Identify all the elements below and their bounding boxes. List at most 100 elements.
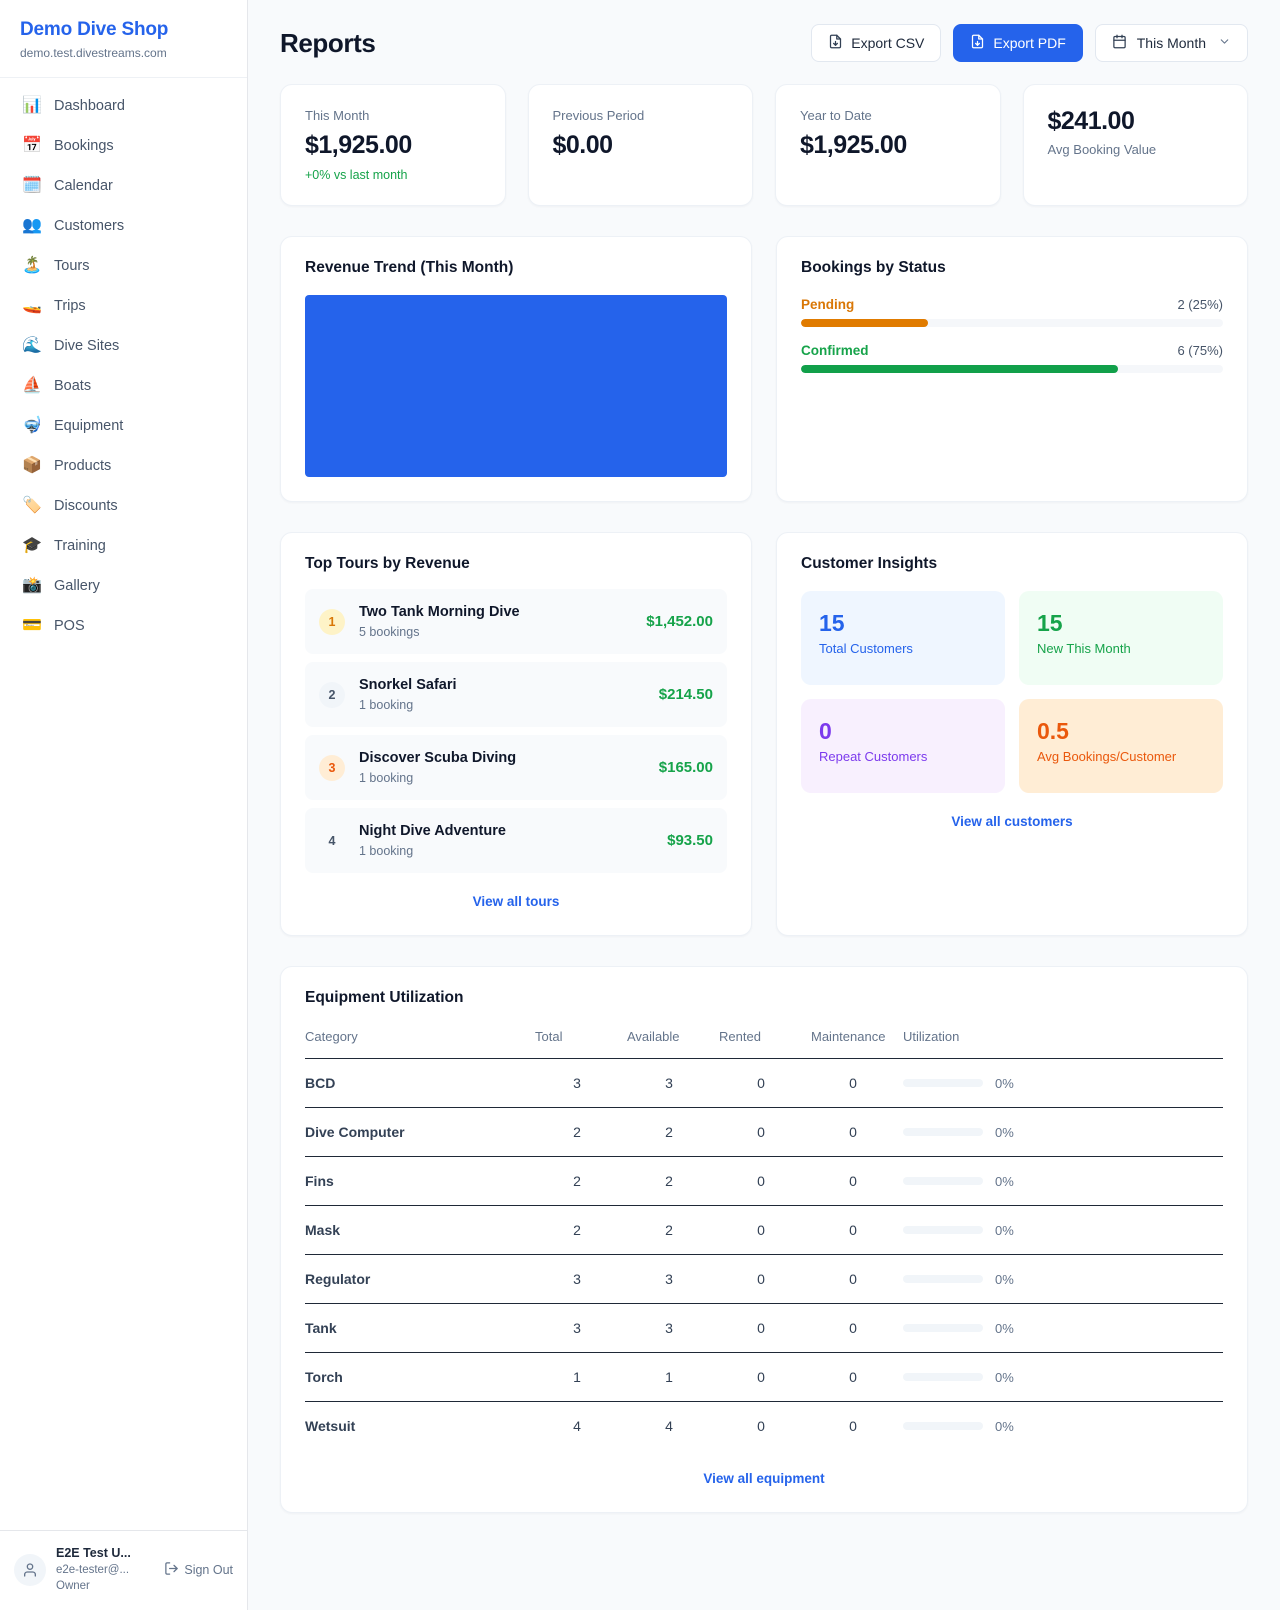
kpi-value: $0.00 xyxy=(552,131,614,159)
user-meta: E2E Test U... e2e-tester@... Owner xyxy=(56,1545,154,1594)
credit-card-icon: 💳 xyxy=(22,617,42,634)
utilization-track xyxy=(903,1422,983,1430)
sidebar-item-equipment[interactable]: 🤿 Equipment xyxy=(0,406,247,446)
export-csv-button[interactable]: Export CSV xyxy=(811,24,942,62)
utilization-track xyxy=(903,1373,983,1381)
bar-chart-icon: 📊 xyxy=(22,97,42,114)
utilization-track xyxy=(903,1128,983,1136)
tour-name: Discover Scuba Diving xyxy=(359,750,517,766)
kpi-label: Year to Date xyxy=(800,108,872,123)
sidebar-item-label: Trips xyxy=(54,298,86,314)
equipment-category: Dive Computer xyxy=(305,1107,535,1157)
revenue-trend-title: Revenue Trend (This Month) xyxy=(305,259,514,276)
utilization-cell: 0% xyxy=(903,1076,1215,1091)
tour-row[interactable]: 1 Two Tank Morning Dive 5 bookings $1,452.0… xyxy=(305,589,727,654)
sidebar-item-products[interactable]: 📦 Products xyxy=(0,446,247,486)
file-download-icon xyxy=(970,34,985,52)
tour-meta: Night Dive Adventure 1 booking xyxy=(359,821,653,860)
sidebar-item-pos[interactable]: 💳 POS xyxy=(0,606,247,646)
kpi-label: This Month xyxy=(305,108,370,123)
equipment-category: Wetsuit xyxy=(305,1401,535,1450)
insight-card: 0.5 Avg Bookings/Customer xyxy=(1019,699,1223,793)
sidebar-item-dashboard[interactable]: 📊 Dashboard xyxy=(0,86,247,126)
equipment-maintenance: 0 xyxy=(811,1401,903,1450)
equipment-utilization: 0% xyxy=(903,1303,1223,1353)
table-row: Wetsuit 4 4 0 0 0% xyxy=(305,1401,1223,1450)
package-icon: 📦 xyxy=(22,457,42,474)
sidebar-item-discounts[interactable]: 🏷️ Discounts xyxy=(0,486,247,526)
sidebar-item-customers[interactable]: 👥 Customers xyxy=(0,206,247,246)
status-head: Confirmed 6 (75%) xyxy=(801,343,1223,358)
equipment-available: 3 xyxy=(627,1254,719,1304)
sidebar-item-bookings[interactable]: 📅 Bookings xyxy=(0,126,247,166)
tour-row[interactable]: 3 Discover Scuba Diving 1 booking $165.00 xyxy=(305,735,727,800)
equipment-panel: Equipment Utilization Category Total Avail… xyxy=(280,966,1248,1513)
kpi-card: Previous Period $0.00 xyxy=(527,84,753,206)
insight-card: 15 Total Customers xyxy=(801,591,1005,685)
utilization-percent: 0% xyxy=(995,1320,1014,1336)
user-profile[interactable]: E2E Test U... e2e-tester@... Owner Sign … xyxy=(0,1530,247,1610)
calendar-icon: 🗓️ xyxy=(22,177,42,194)
equipment-maintenance: 0 xyxy=(811,1156,903,1206)
utilization-track xyxy=(903,1275,983,1283)
equipment-total: 2 xyxy=(535,1107,627,1157)
status-count: 6 (75%) xyxy=(1177,343,1223,358)
equipment-rented: 0 xyxy=(719,1352,811,1402)
equipment-maintenance: 0 xyxy=(811,1205,903,1255)
table-row: Tank 3 3 0 0 0% xyxy=(305,1303,1223,1353)
export-pdf-label: Export PDF xyxy=(993,35,1066,51)
equipment-section: Equipment Utilization Category Total Avail… xyxy=(248,936,1280,1513)
sidebar-item-label: Tours xyxy=(54,258,90,274)
view-all-tours-link[interactable]: View all tours xyxy=(472,894,560,909)
column-header: Total xyxy=(535,1029,563,1044)
insight-value: 0.5 xyxy=(1037,718,1069,744)
file-download-icon xyxy=(828,34,843,52)
equipment-rented: 0 xyxy=(719,1254,811,1304)
date-range-select[interactable]: This Month xyxy=(1094,24,1248,62)
sidebar-item-boats[interactable]: ⛵ Boats xyxy=(0,366,247,406)
equipment-rented: 0 xyxy=(719,1401,811,1450)
sidebar-item-trips[interactable]: 🚤 Trips xyxy=(0,286,247,326)
tour-bookings-count: 1 booking xyxy=(359,771,414,785)
table-row: Regulator 3 3 0 0 0% xyxy=(305,1254,1223,1304)
kpi-card: Year to Date $1,925.00 xyxy=(775,84,1001,206)
insight-label: Total Customers xyxy=(819,641,913,656)
equipment-rented: 0 xyxy=(719,1156,811,1206)
revenue-trend-chart xyxy=(305,295,727,477)
top-tours-panel: Top Tours by Revenue 1 Two Tank Morning D… xyxy=(280,532,752,936)
sidebar-item-label: Dashboard xyxy=(54,98,125,114)
tag-icon: 🏷️ xyxy=(22,497,42,514)
revenue-chart-area xyxy=(305,295,727,477)
table-header-row: Category Total Available Rented Maintenance U… xyxy=(305,1023,1223,1059)
sidebar-item-label: Customers xyxy=(54,218,125,234)
camera-flash-icon: 📸 xyxy=(22,577,42,594)
sidebar-item-dive-sites[interactable]: 🌊 Dive Sites xyxy=(0,326,247,366)
tour-bookings-count: 1 booking xyxy=(359,844,414,858)
status-row: Confirmed 6 (75%) xyxy=(801,343,1223,373)
sidebar-item-gallery[interactable]: 📸 Gallery xyxy=(0,566,247,606)
equipment-total: 3 xyxy=(535,1254,627,1304)
view-all-customers-link[interactable]: View all customers xyxy=(951,814,1073,829)
export-pdf-button[interactable]: Export PDF xyxy=(953,24,1083,62)
sidebar-item-tours[interactable]: 🏝️ Tours xyxy=(0,246,247,286)
sidebar-item-training[interactable]: 🎓 Training xyxy=(0,526,247,566)
brand-block[interactable]: Demo Dive Shop demo.test.divestreams.com xyxy=(0,0,247,78)
sign-out-icon xyxy=(164,1561,179,1579)
view-all-equipment-link[interactable]: View all equipment xyxy=(703,1471,825,1486)
column-header: Rented xyxy=(719,1029,761,1044)
sidebar-item-calendar[interactable]: 🗓️ Calendar xyxy=(0,166,247,206)
equipment-rented: 0 xyxy=(719,1058,811,1108)
insight-card: 0 Repeat Customers xyxy=(801,699,1005,793)
tour-bookings-count: 5 bookings xyxy=(359,625,420,639)
tour-name: Night Dive Adventure xyxy=(359,823,506,839)
tour-row[interactable]: 2 Snorkel Safari 1 booking $214.50 xyxy=(305,662,727,727)
insights-grid: 15 Total Customers 15 New This Month 0 Repeat… xyxy=(801,591,1223,793)
equipment-category: Tank xyxy=(305,1303,535,1353)
customer-insights-title: Customer Insights xyxy=(801,555,938,572)
utilization-percent: 0% xyxy=(995,1418,1014,1434)
tour-row[interactable]: 4 Night Dive Adventure 1 booking $93.50 xyxy=(305,808,727,873)
equipment-utilization: 0% xyxy=(903,1107,1223,1157)
header-actions: Export CSV Export PDF xyxy=(811,24,1248,62)
sign-out-button[interactable]: Sign Out xyxy=(164,1561,233,1579)
user-email: e2e-tester@... xyxy=(56,1564,130,1576)
